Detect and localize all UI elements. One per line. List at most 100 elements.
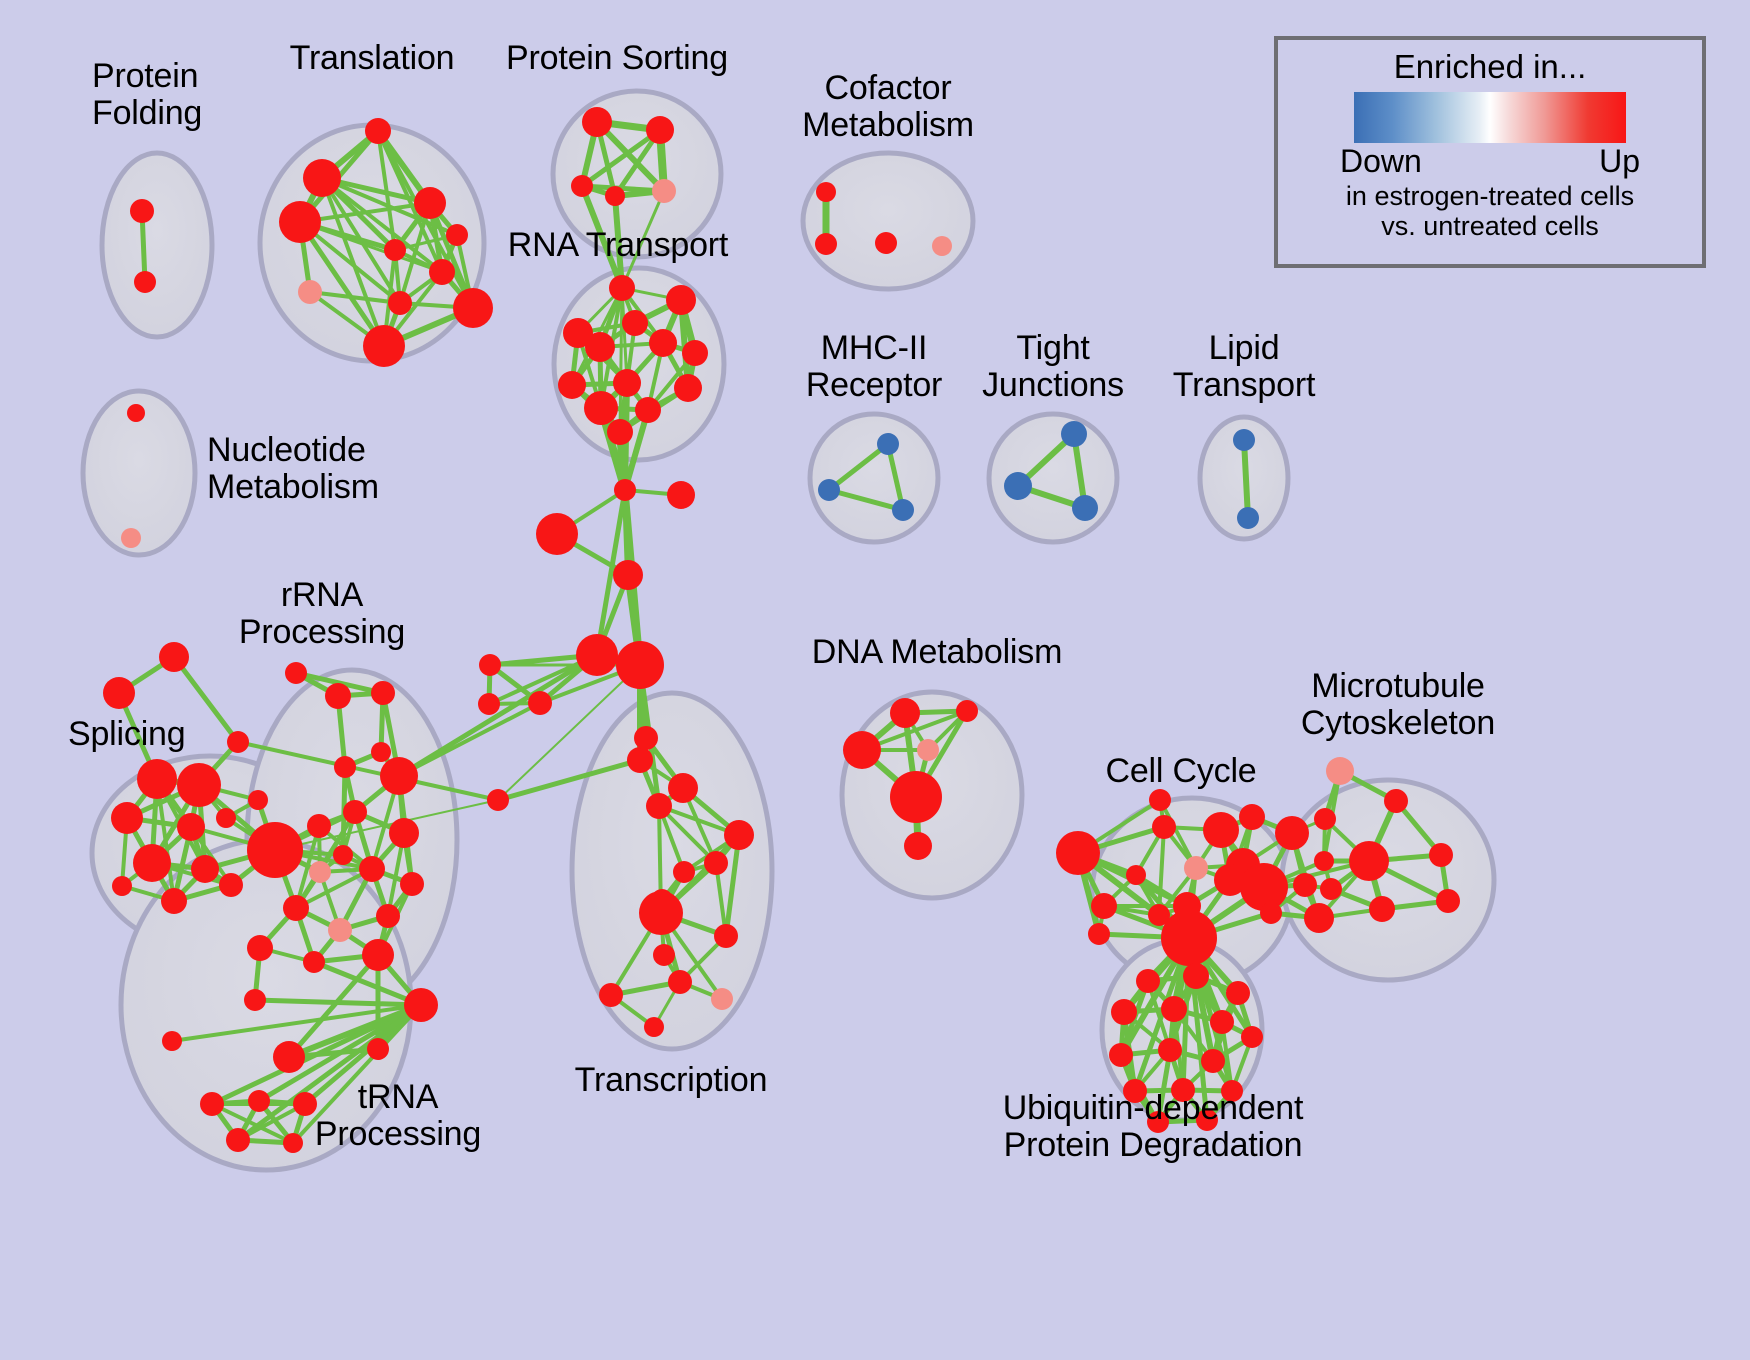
network-node[interactable]	[1314, 808, 1336, 830]
network-node[interactable]	[216, 808, 236, 828]
network-node[interactable]	[607, 419, 633, 445]
network-node[interactable]	[714, 924, 738, 948]
network-node[interactable]	[303, 951, 325, 973]
network-node[interactable]	[614, 479, 636, 501]
network-node[interactable]	[818, 479, 840, 501]
network-node[interactable]	[932, 236, 952, 256]
network-node[interactable]	[1349, 841, 1389, 881]
network-node[interactable]	[646, 793, 672, 819]
network-node[interactable]	[635, 397, 661, 423]
network-node[interactable]	[649, 329, 677, 357]
network-node[interactable]	[666, 285, 696, 315]
network-node[interactable]	[536, 513, 578, 555]
network-node[interactable]	[285, 662, 307, 684]
network-node[interactable]	[133, 844, 171, 882]
network-node[interactable]	[244, 989, 266, 1011]
network-node[interactable]	[380, 757, 418, 795]
network-node[interactable]	[571, 175, 593, 197]
network-node[interactable]	[667, 481, 695, 509]
network-node[interactable]	[668, 970, 692, 994]
network-node[interactable]	[843, 731, 881, 769]
network-node[interactable]	[1293, 873, 1317, 897]
network-node[interactable]	[674, 374, 702, 402]
network-node[interactable]	[479, 654, 501, 676]
network-node[interactable]	[1241, 1026, 1263, 1048]
network-node[interactable]	[200, 1092, 224, 1116]
network-node[interactable]	[1320, 878, 1342, 900]
network-node[interactable]	[298, 280, 322, 304]
network-node[interactable]	[1233, 429, 1255, 451]
network-node[interactable]	[1126, 865, 1146, 885]
network-node[interactable]	[1148, 904, 1170, 926]
network-node[interactable]	[668, 773, 698, 803]
network-node[interactable]	[1384, 789, 1408, 813]
network-node[interactable]	[446, 224, 468, 246]
network-node[interactable]	[303, 159, 341, 197]
network-node[interactable]	[1056, 831, 1100, 875]
network-node[interactable]	[273, 1041, 305, 1073]
network-node[interactable]	[1196, 1109, 1218, 1131]
network-node[interactable]	[1240, 863, 1288, 911]
network-node[interactable]	[1088, 923, 1110, 945]
network-node[interactable]	[704, 851, 728, 875]
network-node[interactable]	[219, 873, 243, 897]
network-node[interactable]	[585, 332, 615, 362]
network-node[interactable]	[616, 641, 664, 689]
network-node[interactable]	[103, 677, 135, 709]
network-node[interactable]	[609, 275, 635, 301]
network-node[interactable]	[333, 845, 353, 865]
network-node[interactable]	[127, 404, 145, 422]
network-node[interactable]	[371, 681, 395, 705]
network-node[interactable]	[711, 988, 733, 1010]
network-node[interactable]	[582, 107, 612, 137]
network-node[interactable]	[576, 634, 618, 676]
network-node[interactable]	[673, 861, 695, 883]
network-node[interactable]	[1152, 815, 1176, 839]
network-node[interactable]	[1173, 892, 1201, 920]
network-node[interactable]	[279, 201, 321, 243]
network-node[interactable]	[1161, 996, 1187, 1022]
network-node[interactable]	[892, 499, 914, 521]
network-node[interactable]	[1260, 902, 1282, 924]
network-node[interactable]	[363, 325, 405, 367]
network-node[interactable]	[161, 888, 187, 914]
network-node[interactable]	[1214, 864, 1246, 896]
network-node[interactable]	[362, 939, 394, 971]
network-node[interactable]	[137, 759, 177, 799]
network-node[interactable]	[584, 391, 618, 425]
network-node[interactable]	[111, 802, 143, 834]
network-node[interactable]	[414, 187, 446, 219]
network-node[interactable]	[453, 288, 493, 328]
network-node[interactable]	[682, 340, 708, 366]
network-node[interactable]	[652, 179, 676, 203]
network-node[interactable]	[956, 700, 978, 722]
network-node[interactable]	[1275, 816, 1309, 850]
network-node[interactable]	[334, 756, 356, 778]
network-node[interactable]	[599, 983, 623, 1007]
network-node[interactable]	[177, 813, 205, 841]
network-node[interactable]	[478, 693, 500, 715]
network-node[interactable]	[1226, 981, 1250, 1005]
network-node[interactable]	[1201, 1049, 1225, 1073]
network-node[interactable]	[1161, 910, 1217, 966]
network-node[interactable]	[371, 742, 391, 762]
network-node[interactable]	[191, 855, 219, 883]
network-node[interactable]	[162, 1031, 182, 1051]
network-node[interactable]	[563, 318, 593, 348]
network-node[interactable]	[226, 1128, 250, 1152]
network-node[interactable]	[283, 895, 309, 921]
network-node[interactable]	[376, 904, 400, 928]
network-node[interactable]	[307, 814, 331, 838]
network-node[interactable]	[359, 856, 385, 882]
network-node[interactable]	[134, 271, 156, 293]
network-node[interactable]	[1061, 421, 1087, 447]
network-node[interactable]	[917, 739, 939, 761]
network-node[interactable]	[309, 861, 331, 883]
network-node[interactable]	[1091, 893, 1117, 919]
network-node[interactable]	[429, 259, 455, 285]
network-node[interactable]	[400, 872, 424, 896]
network-node[interactable]	[247, 935, 273, 961]
network-node[interactable]	[1184, 856, 1208, 880]
network-node[interactable]	[388, 291, 412, 315]
network-node[interactable]	[283, 1133, 303, 1153]
